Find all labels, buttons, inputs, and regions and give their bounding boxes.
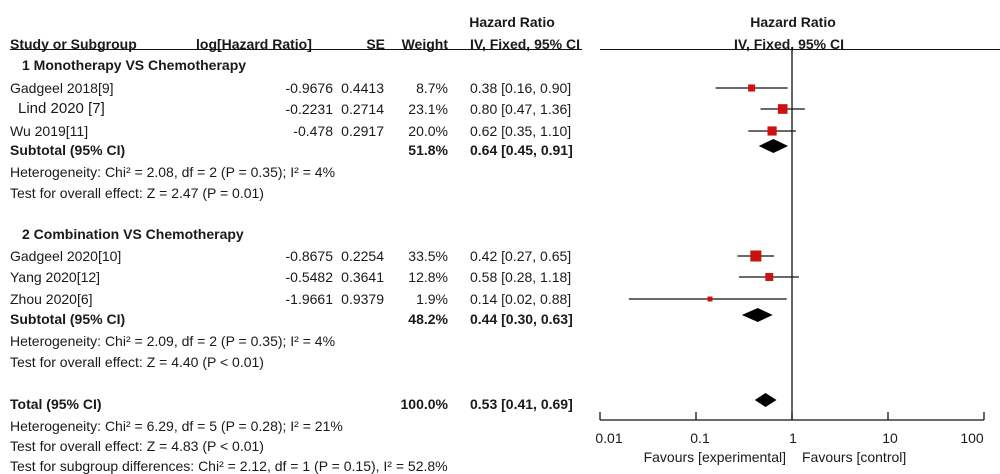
study-name: Gadgeel 2020[10] [10, 248, 122, 264]
study-loghr: -1.9661 [285, 291, 333, 307]
hr-ci-column-header: IV, Fixed, 95% CI [470, 36, 580, 52]
study-weight: 20.0% [408, 123, 448, 139]
subtotal-ci: 0.64 [0.45, 0.91] [470, 142, 573, 158]
subtotal-label: Subtotal (95% CI) [10, 142, 126, 158]
subtotal-ci: 0.44 [0.30, 0.63] [470, 311, 573, 327]
favours-experimental-label: Favours [experimental] [643, 449, 786, 465]
study-loghr: -0.2231 [285, 101, 333, 117]
x-tick-label: 10 [882, 430, 898, 446]
study-square [777, 104, 788, 114]
plot-column-header: Hazard Ratio [750, 14, 836, 30]
study-loghr: -0.5482 [285, 269, 333, 285]
study-se: 0.3641 [341, 269, 384, 285]
study-square [765, 273, 774, 281]
study-se: 0.4413 [341, 80, 384, 96]
study-name: Gadgeel 2018[9] [10, 80, 114, 96]
plot-ci-column-header: IV, Fixed, 95% CI [734, 36, 844, 52]
x-tick-label: 1 [789, 430, 797, 446]
overall-effect-text: Test for overall effect: Z = 2.47 (P = 0… [10, 185, 264, 201]
study-weight: 23.1% [408, 101, 448, 117]
study-name: Yang 2020[12] [10, 269, 101, 285]
total-overall-effect-text: Test for overall effect: Z = 4.83 (P < 0… [10, 438, 264, 454]
study-weight: 8.7% [416, 80, 448, 96]
group-2-title: 2 Combination VS Chemotherapy [22, 226, 244, 242]
heterogeneity-text: Heterogeneity: Chi² = 2.08, df = 2 (P = … [10, 164, 336, 180]
subgroup-differences-text: Test for subgroup differences: Chi² = 2.… [10, 458, 448, 474]
se-column-header: SE [366, 36, 385, 52]
study-se: 0.2917 [341, 123, 384, 139]
x-tick-label: 0.1 [690, 430, 710, 446]
study-square [748, 84, 756, 92]
weight-column-header: Weight [401, 36, 448, 52]
study-ci: 0.62 [0.35, 1.10] [470, 123, 572, 139]
x-tick-label: 100 [960, 430, 984, 446]
subtotal-label: Subtotal (95% CI) [10, 311, 126, 327]
study-ci: 0.42 [0.27, 0.65] [470, 248, 572, 264]
study-column-header: Study or Subgroup [10, 36, 137, 52]
total-heterogeneity-text: Heterogeneity: Chi² = 6.29, df = 5 (P = … [10, 418, 343, 434]
study-ci: 0.80 [0.47, 1.36] [470, 101, 572, 117]
study-se: 0.2714 [341, 101, 384, 117]
study-name: Wu 2019[11] [10, 123, 89, 139]
study-weight: 1.9% [416, 291, 448, 307]
study-weight: 12.8% [408, 269, 448, 285]
total-diamond [754, 393, 777, 407]
total-weight: 100.0% [400, 396, 448, 412]
heterogeneity-text: Heterogeneity: Chi² = 2.09, df = 2 (P = … [10, 333, 336, 349]
study-name: Lind 2020 [7] [18, 100, 105, 117]
study-ci: 0.58 [0.28, 1.18] [470, 269, 572, 285]
header-rule-plot [600, 49, 1000, 50]
favours-control-label: Favours [control] [802, 449, 907, 465]
study-loghr: -0.9676 [285, 80, 333, 96]
study-square [767, 126, 777, 136]
subtotal-diamond [758, 139, 789, 153]
overall-effect-text: Test for overall effect: Z = 4.40 (P < 0… [10, 354, 264, 370]
subtotal-diamond [741, 308, 773, 322]
study-name: Zhou 2020[6] [10, 291, 93, 307]
study-weight: 33.5% [408, 248, 448, 264]
loghr-column-header: log[Hazard Ratio] [196, 36, 312, 52]
study-ci: 0.14 [0.02, 0.88] [470, 291, 572, 307]
study-se: 0.9379 [341, 291, 384, 307]
study-square [750, 250, 762, 262]
study-loghr: -0.8675 [285, 248, 333, 264]
hr-column-header: Hazard Ratio [469, 14, 555, 30]
study-square [707, 296, 713, 302]
subtotal-weight: 48.2% [408, 311, 448, 327]
x-tick-label: 0.01 [595, 430, 623, 446]
study-loghr: -0.478 [293, 123, 333, 139]
subtotal-weight: 51.8% [408, 142, 448, 158]
total-label: Total (95% CI) [10, 396, 102, 412]
total-ci: 0.53 [0.41, 0.69] [470, 396, 573, 412]
study-ci: 0.38 [0.16, 0.90] [470, 80, 572, 96]
header-rule-table [10, 49, 582, 50]
study-se: 0.2254 [341, 248, 384, 264]
group-1-title: 1 Monotherapy VS Chemotherapy [22, 57, 247, 73]
